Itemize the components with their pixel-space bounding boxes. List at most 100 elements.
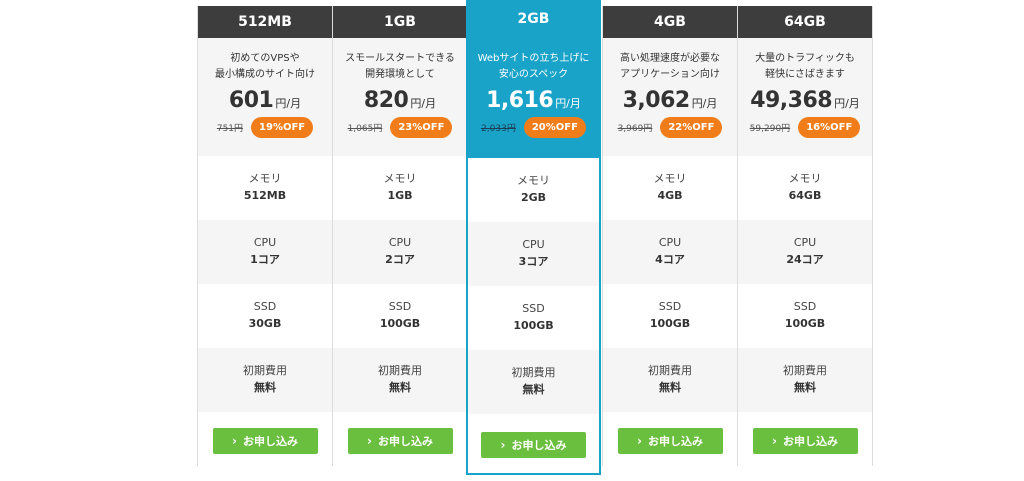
plan-name: 1GB [333, 6, 467, 38]
price-amount: 49,368 [750, 88, 833, 113]
apply-button-label: お申し込み [782, 435, 838, 448]
plan-description-line-2: 安心のスペック [498, 69, 569, 80]
discount-line: 59,290円 16%OFF [738, 117, 872, 138]
spec-value-memory: 512MB [243, 189, 287, 202]
plan-comparison-table: 512MB 初めてのVPSや 最小構成のサイト向け 601 円/月 751円 19… [197, 0, 873, 475]
spec-cpu: CPU 2コア [333, 220, 467, 284]
apply-button[interactable]: › お申し込み [212, 428, 318, 454]
spec-memory: メモリ 512MB [198, 156, 332, 220]
apply-button[interactable]: › お申し込み [481, 432, 586, 458]
plan-description-line-1: 高い処理速度が必要な [620, 53, 720, 64]
spec-label-memory: メモリ [248, 172, 282, 185]
cta-row: › お申し込み [468, 414, 599, 476]
spec-label-ssd: SSD [793, 300, 817, 313]
spec-value-memory: 2GB [520, 191, 547, 204]
apply-button[interactable]: › お申し込み [617, 428, 723, 454]
chevron-right-icon: › [500, 438, 506, 452]
original-price: 3,969円 [617, 124, 653, 134]
price-unit: 円/月 [555, 97, 581, 110]
price-block: 大量のトラフィックも 軽快にさばきます 49,368 円/月 59,290円 16… [738, 38, 872, 156]
spec-label-fee: 初期費用 [243, 364, 287, 377]
spec-cpu: CPU 3コア [468, 222, 599, 286]
price-unit: 円/月 [834, 97, 860, 110]
spec-label-memory: メモリ [653, 172, 687, 185]
spec-memory: メモリ 2GB [468, 158, 599, 222]
price-line: 1,616 円/月 [468, 86, 599, 116]
spec-label-fee: 初期費用 [378, 364, 422, 377]
spec-value-cpu: 2コア [385, 253, 415, 266]
plan-description-line-2: 開発環境として [365, 69, 435, 80]
spec-ssd: SSD 100GB [603, 284, 737, 348]
spec-label-cpu: CPU [253, 236, 277, 249]
price-amount: 1,616 [486, 88, 554, 113]
spec-initial-fee: 初期費用 無料 [738, 348, 872, 412]
plan-column-4gb: 4GB 高い処理速度が必要な アプリケーション向け 3,062 円/月 3,969… [602, 6, 737, 466]
price-unit: 円/月 [275, 97, 302, 110]
spec-label-memory: メモリ [788, 172, 822, 185]
spec-value-ssd: 100GB [784, 317, 826, 330]
price-amount: 3,062 [622, 88, 691, 113]
spec-memory: メモリ 1GB [333, 156, 467, 220]
spec-value-ssd: 30GB [248, 317, 282, 330]
plan-description-line-1: Webサイトの立ち上げに [477, 53, 590, 64]
apply-button-label: お申し込み [511, 439, 567, 452]
spec-initial-fee: 初期費用 無料 [603, 348, 737, 412]
plan-name: 512MB [198, 6, 332, 38]
discount-line: 1,065円 23%OFF [333, 117, 467, 138]
spec-value-ssd: 100GB [379, 317, 421, 330]
plan-description-line-1: 初めてのVPSや [230, 53, 300, 64]
spec-value-fee: 無料 [254, 381, 276, 394]
spec-label-ssd: SSD [658, 300, 682, 313]
spec-value-cpu: 1コア [250, 253, 280, 266]
price-amount: 820 [363, 88, 409, 113]
price-block: 初めてのVPSや 最小構成のサイト向け 601 円/月 751円 19%OFF [198, 38, 332, 156]
spec-label-ssd: SSD [388, 300, 412, 313]
cta-row: › お申し込み [198, 412, 332, 470]
apply-button[interactable]: › お申し込み [752, 428, 858, 454]
discount-badge: 22%OFF [660, 117, 723, 138]
original-price: 751円 [216, 124, 244, 134]
plan-description-line-2: 軽快にさばきます [765, 69, 845, 80]
spec-cpu: CPU 4コア [603, 220, 737, 284]
spec-label-ssd: SSD [253, 300, 277, 313]
discount-badge: 20%OFF [523, 117, 586, 138]
discount-line: 2,033円 20%OFF [468, 117, 599, 138]
spec-initial-fee: 初期費用 無料 [333, 348, 467, 412]
discount-line: 3,969円 22%OFF [603, 117, 737, 138]
price-line: 820 円/月 [333, 86, 467, 116]
spec-ssd: SSD 100GB [468, 286, 599, 350]
spec-label-cpu: CPU [793, 236, 817, 249]
spec-label-fee: 初期費用 [511, 366, 556, 379]
spec-label-memory: メモリ [517, 174, 550, 187]
spec-label-cpu: CPU [388, 236, 412, 249]
spec-value-fee: 無料 [659, 381, 681, 394]
spec-ssd: SSD 30GB [198, 284, 332, 348]
original-price: 1,065円 [347, 124, 383, 134]
spec-cpu: CPU 1コア [198, 220, 332, 284]
spec-label-cpu: CPU [658, 236, 682, 249]
spec-ssd: SSD 100GB [738, 284, 872, 348]
original-price: 59,290円 [749, 124, 791, 134]
apply-button-label: お申し込み [377, 435, 433, 448]
spec-value-memory: 1GB [387, 189, 413, 202]
apply-button-label: お申し込み [647, 435, 703, 448]
spec-label-fee: 初期費用 [648, 364, 692, 377]
apply-button[interactable]: › お申し込み [347, 428, 453, 454]
spec-memory: メモリ 4GB [603, 156, 737, 220]
plan-column-2gb-featured: 2GB Webサイトの立ち上げに 安心のスペック 1,616 円/月 2,033円… [466, 0, 601, 475]
price-line: 49,368 円/月 [738, 86, 872, 116]
plan-name: 4GB [603, 6, 737, 38]
plan-column-512mb: 512MB 初めてのVPSや 最小構成のサイト向け 601 円/月 751円 19… [197, 6, 332, 466]
price-amount: 601 [228, 88, 274, 113]
chevron-right-icon: › [232, 434, 237, 448]
plan-description-line-1: 大量のトラフィックも [755, 53, 855, 64]
cta-row: › お申し込み [603, 412, 737, 470]
spec-value-cpu: 3コア [518, 255, 549, 268]
price-line: 3,062 円/月 [603, 86, 737, 116]
cta-row: › お申し込み [738, 412, 872, 470]
price-unit: 円/月 [410, 97, 437, 110]
spec-initial-fee: 初期費用 無料 [198, 348, 332, 412]
apply-button-label: お申し込み [242, 435, 298, 448]
spec-initial-fee: 初期費用 無料 [468, 350, 599, 414]
spec-cpu: CPU 24コア [738, 220, 872, 284]
